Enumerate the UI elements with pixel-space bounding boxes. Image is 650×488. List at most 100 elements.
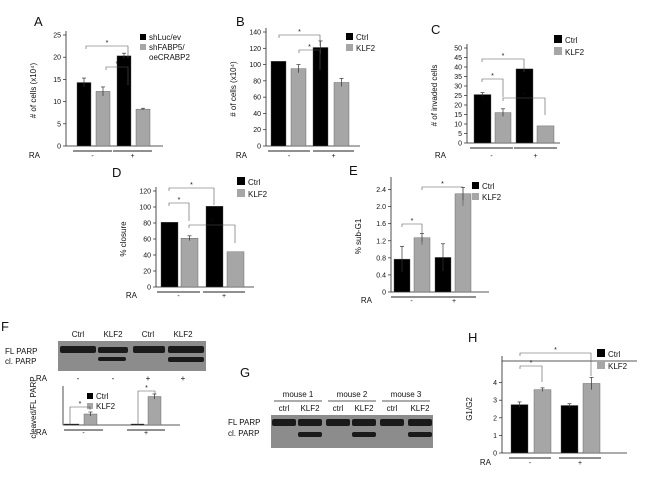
x-category-label: - [82, 430, 85, 437]
row-label: cl. PARP [5, 357, 36, 366]
y-tick-label: 2.4 [376, 187, 386, 194]
y-tick-label: 5 [458, 131, 462, 138]
legend-swatch [87, 393, 93, 399]
y-tick-label: 20 [454, 103, 462, 110]
legend-label: KLF2 [356, 44, 376, 53]
y-tick-label: 0 [57, 144, 61, 151]
bar-ctrl-plus [560, 405, 579, 454]
significance-bracket [519, 352, 592, 376]
significance-bracket [481, 78, 504, 97]
significance-bracket [502, 97, 546, 115]
significance-star: * [190, 182, 193, 189]
blot-band-fl-parp [408, 419, 432, 426]
legend-swatch [472, 193, 479, 200]
blot-band-fl-parp [326, 419, 350, 426]
legend-label: Ctrl [96, 392, 109, 401]
y-tick-label: 1.6 [376, 221, 386, 228]
panel-c-chart: C 0 5 10 15 20 25 30 35 40 45 50 # of invaded cells -… [430, 22, 585, 160]
panel-b-chart: B 0 20 40 60 80 100 120 140 # of cells (x10⁴) - + RA… [229, 14, 376, 160]
panel-label: F [1, 319, 9, 334]
y-tick-label: 25 [454, 93, 462, 100]
panel-a-chart: A 0 5 10 15 20 25 # of cells (x10⁴) - + RA shLuc/ev… [29, 14, 191, 160]
x-category-label: + [130, 153, 134, 160]
bar-ctrl-minus [63, 423, 80, 426]
lane-label: KLF2 [354, 404, 374, 413]
y-tick-label: 1 [493, 433, 497, 440]
x-category-label: + [452, 298, 456, 305]
x-category-label: - [490, 153, 493, 160]
y-tick-label: 10 [454, 122, 462, 129]
legend-swatch [237, 177, 245, 185]
legend-swatch [346, 33, 353, 40]
y-tick-label: 10 [53, 99, 61, 106]
panel-e-chart: E 0 0.4 0.8 1.2 1.6 2.0 2.4 % sub-G1 - + RA Ctrl KLF2… [349, 163, 502, 305]
bar-ctrl-plus [515, 68, 534, 144]
lane-label: KLF2 [173, 330, 193, 339]
significance-star: * [178, 197, 181, 204]
legend-label: oeCRABP2 [149, 53, 190, 62]
y-tick-label: 5 [57, 121, 61, 128]
significance-star: * [554, 347, 557, 354]
significance-star: * [116, 61, 119, 68]
legend-label: shFABP5/ [149, 43, 185, 52]
x-category-label: - [529, 460, 532, 467]
y-tick-label: 2.0 [376, 204, 386, 211]
y-axis-label: # of invaded cells [430, 65, 439, 127]
y-tick-label: 0 [458, 141, 462, 148]
significance-bracket [519, 365, 543, 382]
x-axis-label: RA [236, 151, 248, 160]
significance-bracket [481, 58, 525, 72]
mouse-label: mouse 2 [337, 390, 368, 399]
bar-ctrl-minus [160, 221, 179, 288]
bar-klf2-minus [180, 237, 199, 288]
ra-sign: - [77, 374, 80, 383]
row-label: cl. PARP [228, 429, 259, 438]
significance-star: * [502, 53, 505, 60]
y-tick-label: 45 [454, 55, 462, 62]
x-axis-label: RA [126, 291, 138, 300]
bar-ctrl-minus [510, 404, 529, 454]
legend-swatch [140, 34, 146, 40]
y-tick-label: 0.8 [376, 255, 386, 262]
significance-star: * [106, 40, 109, 47]
y-tick-label: 120 [249, 46, 261, 53]
lane-label: Ctrl [142, 330, 155, 339]
x-axis-label: RA [435, 151, 447, 160]
bar-klf2-plus [135, 108, 151, 147]
blot-band-fl-parp [272, 419, 296, 426]
row-label: FL PARP [228, 418, 260, 427]
lane-label: ctrl [333, 404, 344, 413]
x-category-label: - [177, 293, 180, 300]
blot-band-fl-parp [133, 346, 165, 353]
x-axis-label: RA [36, 428, 48, 437]
x-category-label: + [578, 460, 582, 467]
legend-swatch [554, 35, 562, 43]
bar-ctrl-minus [473, 94, 492, 144]
panel-label: A [34, 14, 43, 29]
y-tick-label: 60 [143, 237, 151, 244]
blot-membrane [271, 415, 433, 448]
y-tick-label: 1.2 [376, 238, 386, 245]
bar-klf2-plus [536, 125, 555, 144]
panel-label: G [240, 365, 250, 380]
y-tick-label: 0 [382, 290, 386, 297]
y-tick-label: 100 [139, 205, 151, 212]
legend-swatch [597, 349, 605, 357]
bar-ctrl-plus [205, 205, 224, 288]
x-category-label: + [533, 153, 537, 160]
panel-h-chart: H 0 1 2 3 4 G1/G2 - + RA Ctrl KLF2 * * [465, 330, 637, 467]
bar-ctrl-minus [76, 82, 92, 147]
y-axis-label: cleaved/FL PARP [29, 376, 38, 438]
x-category-label: + [331, 153, 335, 160]
y-tick-label: 0 [493, 451, 497, 458]
y-tick-label: 100 [249, 62, 261, 69]
panel-label: H [468, 330, 477, 345]
y-tick-label: 140 [249, 30, 261, 37]
x-axis-label: RA [361, 296, 373, 305]
lane-label: KLF2 [103, 330, 123, 339]
y-axis-label: G1/G2 [465, 397, 474, 421]
y-tick-label: 0 [147, 285, 151, 292]
bar-klf2-plus [582, 383, 601, 454]
